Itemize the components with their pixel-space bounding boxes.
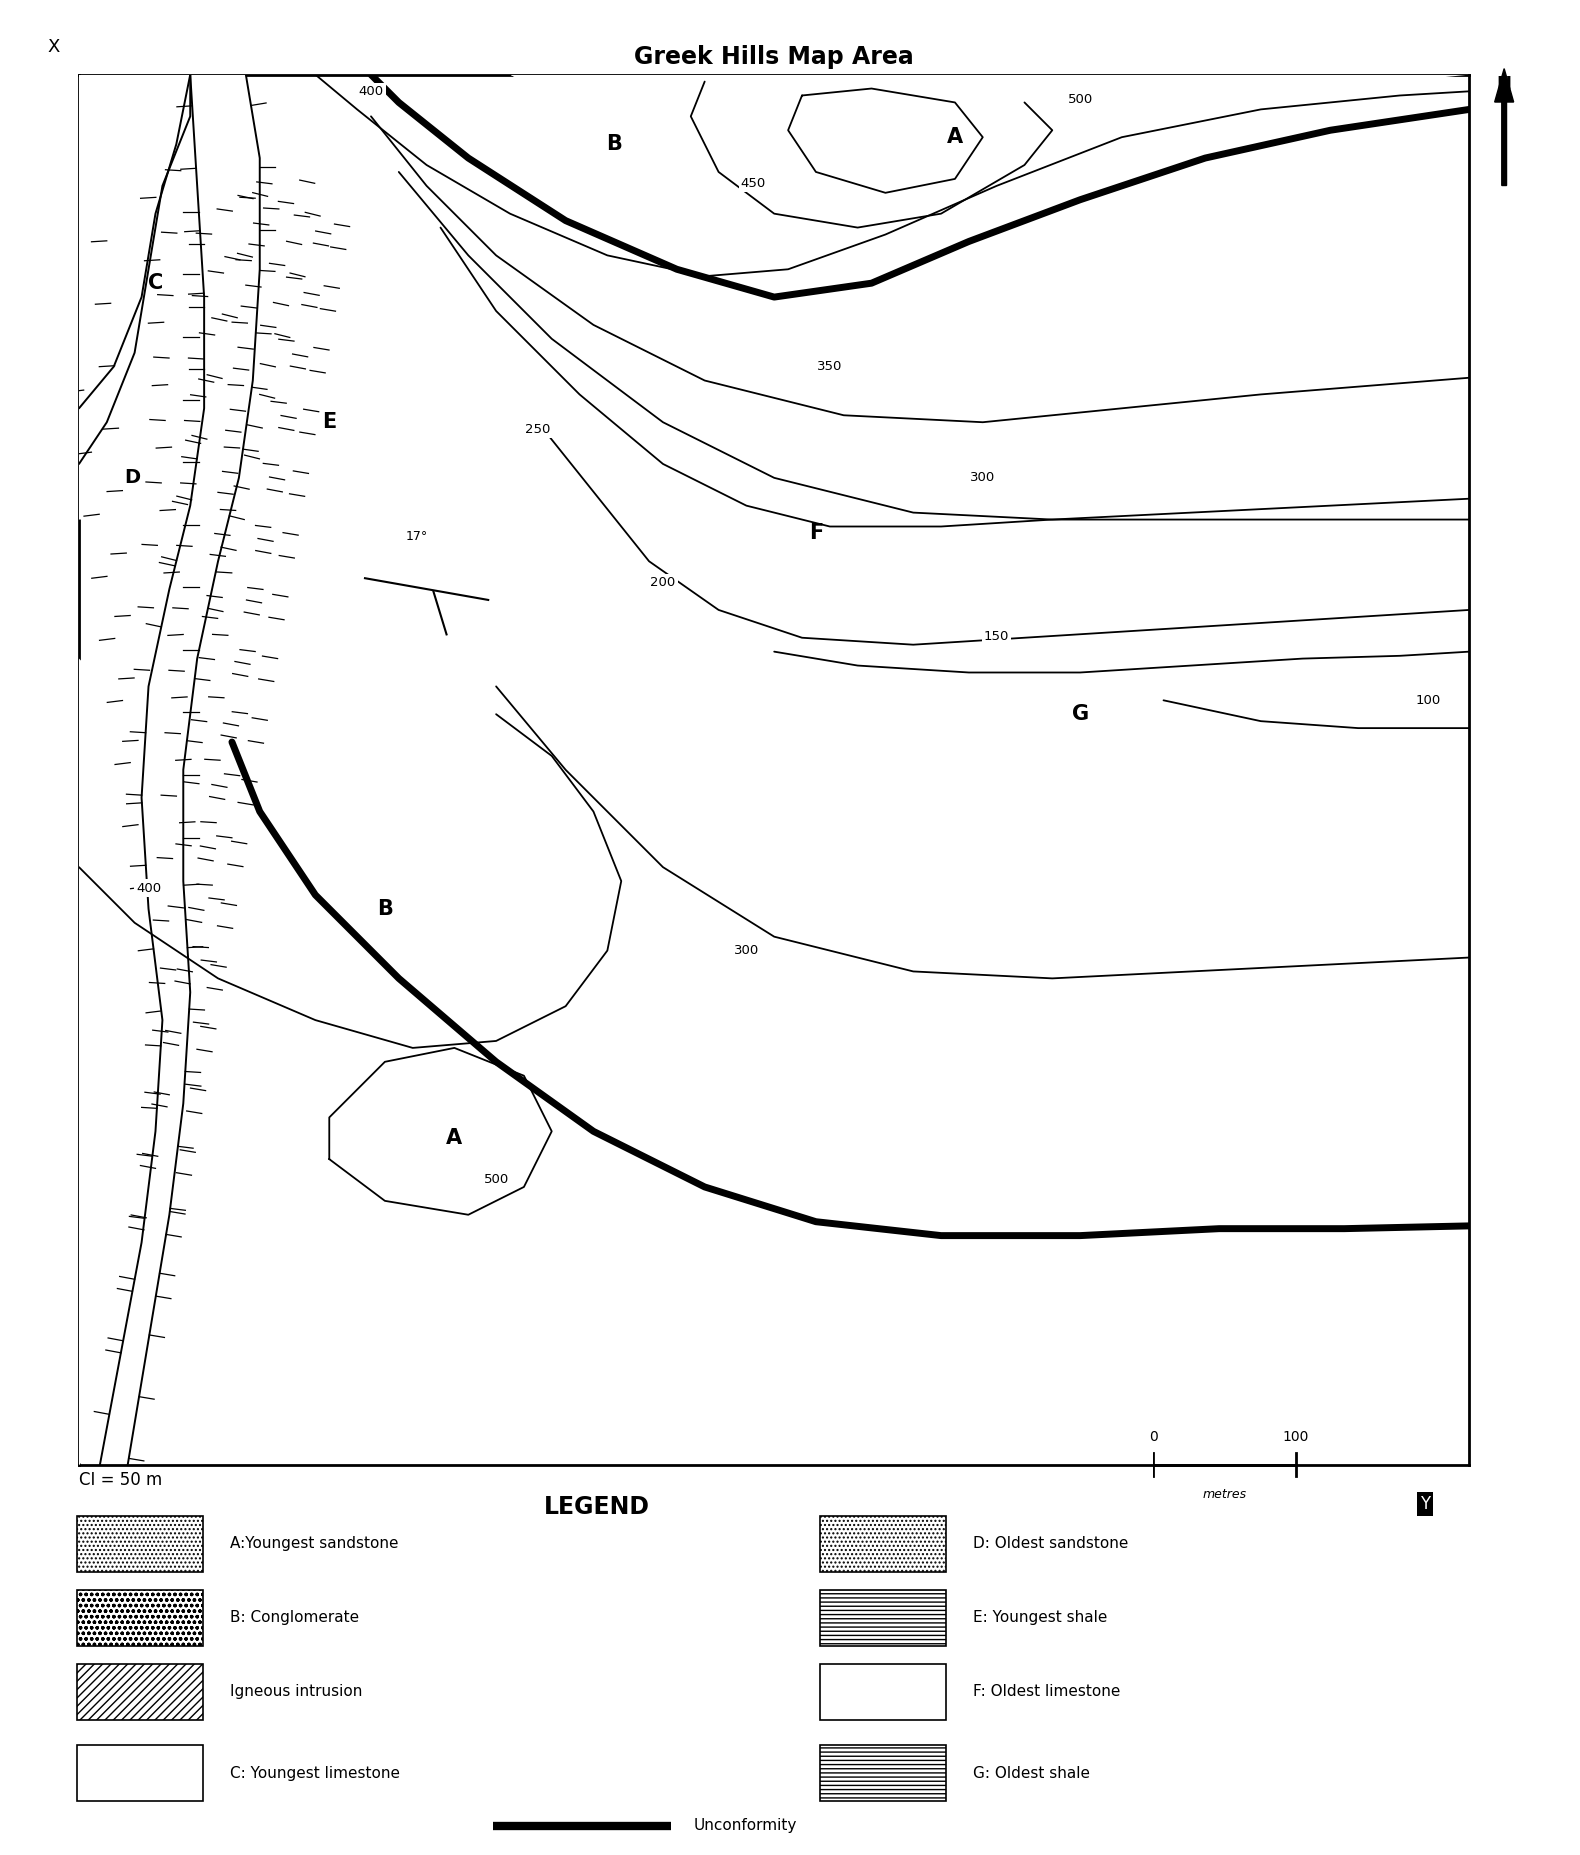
Polygon shape (79, 74, 259, 519)
FancyBboxPatch shape (77, 1516, 204, 1573)
Polygon shape (79, 74, 1469, 1465)
Text: metres: metres (1202, 1488, 1247, 1501)
FancyBboxPatch shape (820, 1746, 946, 1801)
Text: Igneous intrusion: Igneous intrusion (231, 1684, 362, 1699)
Text: 100: 100 (1283, 1430, 1308, 1443)
FancyBboxPatch shape (77, 1664, 204, 1720)
Text: F: F (809, 523, 823, 544)
Polygon shape (774, 74, 983, 200)
Polygon shape (246, 74, 1469, 631)
Text: 200: 200 (651, 575, 676, 588)
Text: 500: 500 (483, 1174, 509, 1187)
Polygon shape (107, 74, 259, 519)
Text: D: Oldest sandstone: D: Oldest sandstone (973, 1536, 1128, 1551)
FancyBboxPatch shape (820, 1590, 946, 1645)
Polygon shape (288, 992, 566, 1243)
Text: CI = 50 m: CI = 50 m (79, 1471, 163, 1490)
Text: B: B (607, 134, 623, 154)
Text: E: E (322, 412, 337, 432)
Text: B: B (378, 900, 393, 918)
FancyBboxPatch shape (820, 1664, 946, 1720)
Text: 250: 250 (525, 423, 550, 436)
Text: A: A (446, 1128, 463, 1148)
Text: Unconformity: Unconformity (694, 1818, 796, 1833)
Polygon shape (273, 798, 510, 1005)
Text: F: Oldest limestone: F: Oldest limestone (973, 1684, 1120, 1699)
Polygon shape (79, 659, 204, 1465)
Text: 300: 300 (733, 944, 758, 957)
Text: 450: 450 (741, 176, 766, 189)
Text: C: C (149, 273, 163, 293)
FancyBboxPatch shape (77, 1590, 204, 1645)
Text: 150: 150 (984, 631, 1010, 644)
Text: 400: 400 (359, 85, 384, 98)
Text: D: D (123, 467, 141, 488)
Polygon shape (510, 74, 1469, 284)
Text: G: G (1071, 705, 1089, 723)
Text: X: X (47, 37, 60, 56)
Text: 350: 350 (817, 360, 842, 373)
Polygon shape (343, 284, 705, 798)
Text: N: N (1496, 74, 1512, 93)
Text: LEGEND: LEGEND (544, 1495, 649, 1519)
Text: B: Conglomerate: B: Conglomerate (231, 1610, 359, 1625)
Text: E: Youngest shale: E: Youngest shale (973, 1610, 1108, 1625)
Title: Greek Hills Map Area: Greek Hills Map Area (634, 45, 915, 69)
Text: 100: 100 (1416, 694, 1441, 707)
Text: 400: 400 (136, 881, 161, 894)
Text: 500: 500 (1068, 93, 1093, 106)
Text: Y: Y (1420, 1495, 1430, 1514)
Text: C: Youngest limestone: C: Youngest limestone (231, 1766, 400, 1781)
Text: 300: 300 (970, 471, 995, 484)
FancyBboxPatch shape (77, 1746, 204, 1801)
Text: A:Youngest sandstone: A:Youngest sandstone (231, 1536, 398, 1551)
Text: 0: 0 (1149, 1430, 1158, 1443)
FancyBboxPatch shape (820, 1516, 946, 1573)
Polygon shape (510, 74, 760, 269)
Text: 17°: 17° (406, 531, 428, 544)
Text: G: Oldest shale: G: Oldest shale (973, 1766, 1090, 1781)
Text: A: A (946, 128, 964, 147)
Polygon shape (79, 74, 259, 1465)
